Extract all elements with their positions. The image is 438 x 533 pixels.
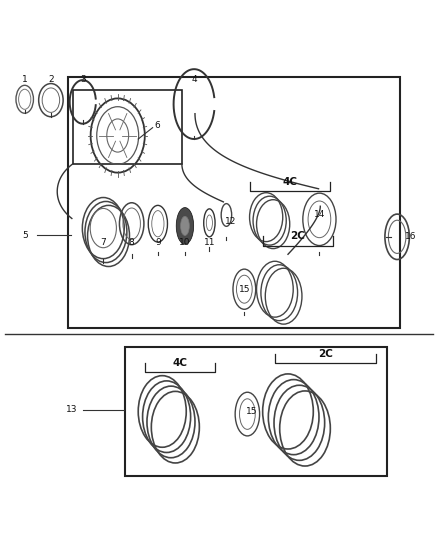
FancyBboxPatch shape	[68, 77, 400, 328]
Text: 4: 4	[191, 75, 197, 84]
Text: 2C: 2C	[290, 231, 305, 241]
Text: 15: 15	[246, 407, 258, 416]
FancyBboxPatch shape	[73, 90, 182, 164]
Text: 15: 15	[239, 285, 250, 294]
FancyBboxPatch shape	[125, 348, 387, 476]
Text: 5: 5	[22, 231, 28, 239]
Text: 2C: 2C	[318, 349, 333, 359]
Text: 2: 2	[48, 75, 54, 84]
Text: 14: 14	[314, 211, 325, 220]
Text: 7: 7	[100, 238, 106, 247]
Text: 4C: 4C	[283, 177, 298, 187]
Text: 1: 1	[22, 75, 28, 84]
Text: 13: 13	[66, 405, 77, 414]
Text: 9: 9	[155, 238, 161, 247]
Text: 11: 11	[204, 238, 215, 247]
Text: 3: 3	[80, 75, 86, 84]
Text: 4C: 4C	[172, 358, 187, 368]
Text: 12: 12	[225, 217, 237, 227]
Ellipse shape	[176, 207, 194, 244]
Ellipse shape	[180, 216, 189, 236]
Text: 16: 16	[405, 232, 417, 241]
Text: 10: 10	[179, 238, 191, 247]
Text: 6: 6	[154, 121, 160, 130]
Text: 8: 8	[129, 238, 134, 247]
